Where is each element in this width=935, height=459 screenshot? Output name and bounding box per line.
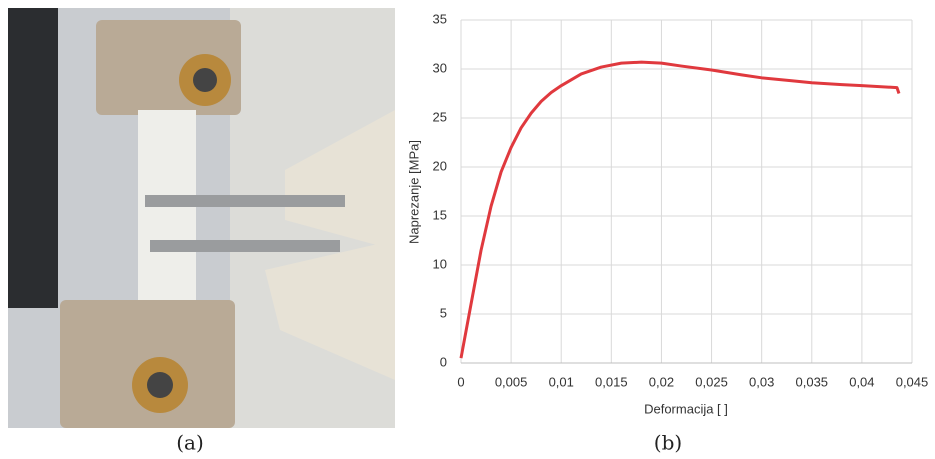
x-axis-label: Deformacija [ ] <box>644 401 728 416</box>
caption: (b) <box>654 431 682 455</box>
x-tick-label: 0,02 <box>649 374 674 389</box>
y-tick-label: 30 <box>433 60 447 75</box>
line-series <box>459 60 901 359</box>
photo <box>8 8 395 428</box>
y-tick-label: 10 <box>433 256 447 271</box>
y-axis-label: Naprezanje [MPa] <box>406 140 421 244</box>
y-tick-label: 15 <box>433 207 447 222</box>
x-tick-label: 0,005 <box>495 374 528 389</box>
x-tick-label: 0,03 <box>749 374 774 389</box>
y-tick-label: 20 <box>433 158 447 173</box>
y-tick-label: 5 <box>440 305 447 320</box>
x-tick-label: 0,04 <box>849 374 874 389</box>
x-tick-label: 0,045 <box>896 374 929 389</box>
x-tick-label: 0,035 <box>796 374 829 389</box>
y-tick-label: 35 <box>433 11 447 26</box>
x-tick-label: 0,025 <box>695 374 728 389</box>
x-tick-label: 0 <box>457 374 464 389</box>
y-tick-label: 25 <box>433 109 447 124</box>
x-tick-label: 0,015 <box>595 374 628 389</box>
x-tick-label: 0,01 <box>549 374 574 389</box>
caption: (a) <box>176 431 204 455</box>
y-tick-label: 0 <box>440 354 447 369</box>
